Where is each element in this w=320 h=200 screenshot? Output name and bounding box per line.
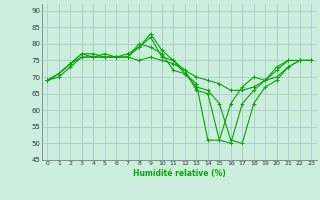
X-axis label: Humidité relative (%): Humidité relative (%) bbox=[133, 169, 226, 178]
